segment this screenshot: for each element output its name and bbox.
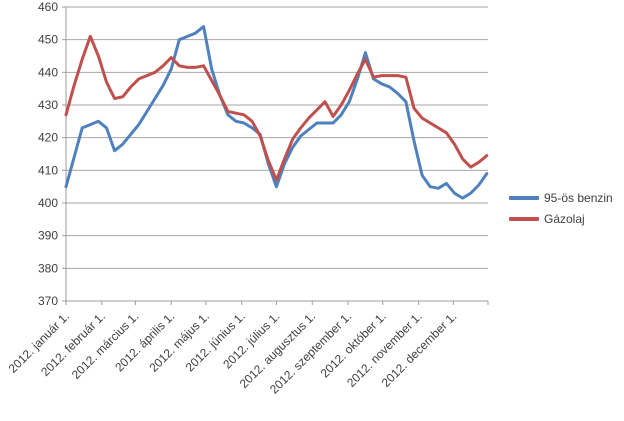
- y-axis-label: 370: [38, 294, 58, 308]
- axes-layer: [62, 6, 489, 305]
- legend-label-benzin: 95-ös benzin: [544, 190, 613, 205]
- gazolaj-price-line: [64, 34, 489, 182]
- legend: 95-ös benzin Gázolaj: [509, 187, 613, 229]
- series-layer: [64, 25, 489, 200]
- benzin-line-swatch-icon: [509, 195, 539, 200]
- axis-labels-layer: 370 380 390 400 410 420 430 440 450 460 2012. janu…: [6, 0, 460, 396]
- y-axis-label: 440: [38, 65, 58, 79]
- y-axis-label: 400: [38, 196, 58, 210]
- y-axis-label: 390: [38, 229, 58, 243]
- x-axis-label: 2012. január 1.: [6, 309, 73, 376]
- y-axis-label: 450: [38, 33, 58, 47]
- benzin-price-line: [64, 25, 489, 200]
- legend-item-gazolaj: Gázolaj: [509, 208, 613, 229]
- y-axis-label: 430: [38, 98, 58, 112]
- gridlines-layer: [66, 6, 488, 302]
- legend-label-gazolaj: Gázolaj: [544, 211, 585, 226]
- y-axis-label: 420: [38, 131, 58, 145]
- y-axis-label: 460: [38, 0, 58, 14]
- y-axis-label: 410: [38, 163, 58, 177]
- y-axis-label: 380: [38, 261, 58, 275]
- legend-item-benzin: 95-ös benzin: [509, 187, 613, 208]
- gazolaj-line-swatch-icon: [509, 216, 539, 221]
